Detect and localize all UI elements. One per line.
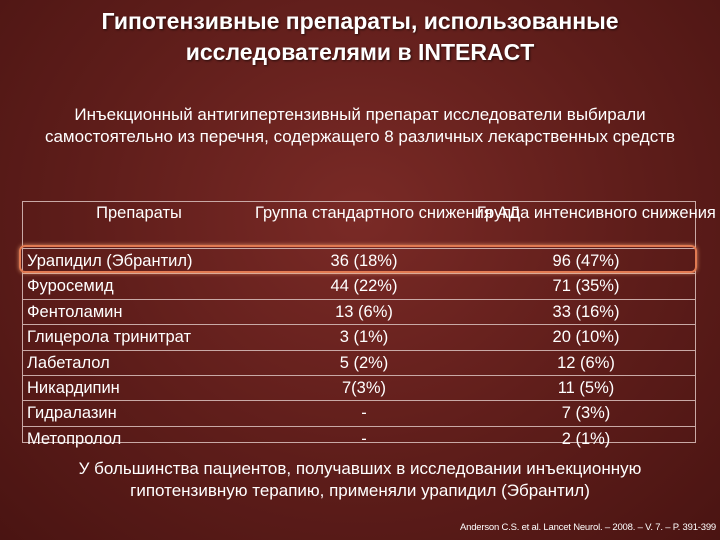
conclusion-text: У большинства пациентов, получавших в ис… <box>78 459 642 500</box>
drug-name: Глицерола тринитрат <box>23 324 251 351</box>
intensive-value: 12 (6%) <box>473 350 695 377</box>
table-row: Урапидил (Эбрантил) 36 (18%) 96 (47%) <box>23 248 695 275</box>
standard-value: 7(3%) <box>251 375 473 402</box>
standard-value: - <box>361 429 367 448</box>
drug-name: Лабеталол <box>23 350 251 377</box>
intensive-value: 33 (16%) <box>473 299 695 326</box>
table-row: Глицерола тринитрат 3 (1%) 20 (10%) <box>23 324 695 351</box>
table-row: Гидралазин - 7 (3%) <box>23 400 695 427</box>
intensive-value: 71 (35%) <box>473 273 695 300</box>
standard-value: 44 (22%) <box>251 273 473 300</box>
drug-name: Фуросемид <box>23 273 251 300</box>
drug-name: Урапидил (Эбрантил) <box>23 248 251 275</box>
table-row: Никардипин 7(3%) 11 (5%) <box>23 375 695 402</box>
drug-name: Фентоламин <box>23 299 251 326</box>
header-intensive-group: Группа интенсивного снижения АД <box>473 202 720 249</box>
header-drugs: Препараты <box>23 202 251 249</box>
table-row: Метопролол - 2 (1%) <box>23 426 695 451</box>
standard-value: - <box>251 400 473 427</box>
table-row: Лабеталол 5 (2%) 12 (6%) <box>23 350 695 377</box>
intensive-value: 11 (5%) <box>473 375 695 402</box>
drug-table: Препараты Группа стандартного снижения А… <box>22 201 720 448</box>
table-header-row: Препараты Группа стандартного снижения А… <box>23 202 720 249</box>
drug-name: Метопролол <box>27 429 122 448</box>
intensive-value: 96 (47%) <box>473 248 695 275</box>
drug-name: Никардипин <box>23 375 251 402</box>
drug-name: Гидралазин <box>23 400 251 427</box>
standard-value: 13 (6%) <box>251 299 473 326</box>
header-standard-group: Группа стандартного снижения АД <box>251 202 520 249</box>
standard-value: 5 (2%) <box>251 350 473 377</box>
table-row: Фуросемид 44 (22%) 71 (35%) <box>23 273 695 300</box>
standard-value: 36 (18%) <box>251 248 473 275</box>
slide-title: Гипотензивные препараты, использованные … <box>101 8 619 65</box>
intro-text: Инъекционный антигипертензивный препарат… <box>44 105 676 146</box>
intensive-value: 7 (3%) <box>473 400 695 427</box>
standard-value: 3 (1%) <box>251 324 473 351</box>
intensive-value: 20 (10%) <box>473 324 695 351</box>
intensive-value: 2 (1%) <box>561 429 611 448</box>
reference-citation: Anderson C.S. et al. Lancet Neurol. – 20… <box>459 522 716 533</box>
table-row: Фентоламин 13 (6%) 33 (16%) <box>23 299 695 326</box>
